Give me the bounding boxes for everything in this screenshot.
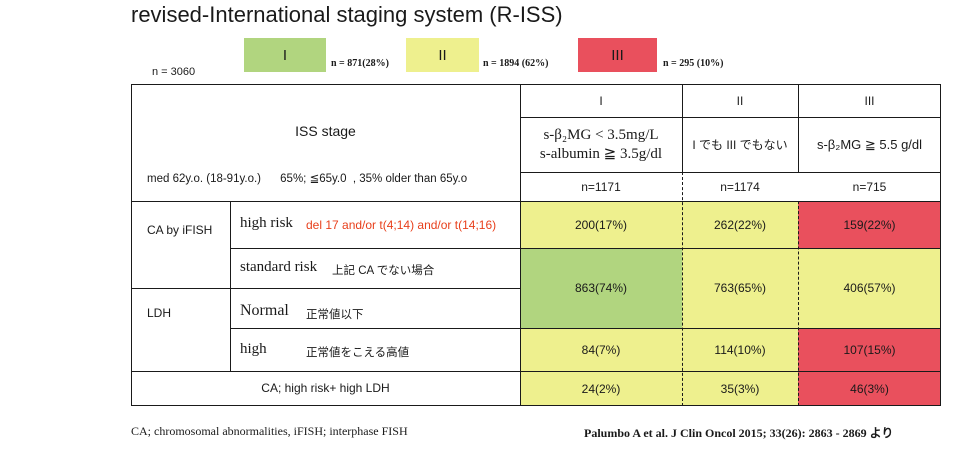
cell-combined-stage2: 35(3%) xyxy=(682,371,798,406)
high-risk-note: del 17 and/or t(4;14) and/or t(14;16) xyxy=(306,218,497,232)
table-border-left xyxy=(131,84,132,406)
legend-stage-3-count: n = 295 (10%) xyxy=(663,58,724,69)
stage-2-count-text: n=1174 xyxy=(720,179,760,194)
divider-stage2-stage3-header xyxy=(798,84,799,173)
stage-3-header-label: III xyxy=(864,93,875,108)
high-ldh-note: 正常値をこえる高値 xyxy=(306,347,410,359)
page-title: revised-International staging system (R-… xyxy=(131,2,563,27)
divider-header-criteria xyxy=(520,172,941,173)
divider-header-stages xyxy=(520,117,941,118)
value-high-ldh-stage2: 114(10%) xyxy=(714,342,766,357)
normal-ldh-label: Normal xyxy=(240,302,289,319)
cell-standard-normal-stage1: 863(74%) xyxy=(520,248,682,328)
standard-risk-note: 上記 CA でない場合 xyxy=(332,265,435,277)
iss-stage-label: ISS stage xyxy=(295,123,356,139)
value-high-ldh-stage3: 107(15%) xyxy=(843,342,896,357)
cell-combined-stage1: 24(2%) xyxy=(520,371,682,406)
dashed-divider-stage2-stage3 xyxy=(798,201,799,406)
divider-stage-column xyxy=(520,84,521,406)
legend-stage-2-box: II xyxy=(406,38,479,72)
cell-high-ldh-stage1: 84(7%) xyxy=(520,328,682,371)
stage-2-criteria-text: I でも III でもない xyxy=(692,138,788,152)
legend-stage-2-count: n = 1894 (62%) xyxy=(483,58,549,69)
value-high-risk-stage2: 262(22%) xyxy=(713,217,767,232)
ca-by-ifish-label: CA by iFISH xyxy=(147,223,213,237)
stage-3-count-text: n=715 xyxy=(852,179,887,194)
stage-3-count: n=715 xyxy=(798,172,941,201)
table-border-right xyxy=(940,84,941,406)
divider-label-column xyxy=(230,201,231,371)
stage-2-criteria: I でも III でもない xyxy=(682,117,798,172)
table-border-bottom xyxy=(131,405,941,406)
stage-2-count: n=1174 xyxy=(682,172,798,201)
cell-high-ldh-stage3: 107(15%) xyxy=(798,328,941,371)
stage-1-count: n=1171 xyxy=(520,172,682,201)
footer-citation: Palumbo A et al. J Clin Oncol 2015; 33(2… xyxy=(584,426,894,440)
divider-header-bottom xyxy=(131,201,941,202)
combined-row-label: CA; high risk+ high LDH xyxy=(261,381,390,395)
legend-stage-1-count: n = 871(28%) xyxy=(331,58,389,69)
standard-risk-label: standard risk xyxy=(240,259,318,275)
value-standard-normal-stage1: 863(74%) xyxy=(574,281,628,295)
value-combined-stage2: 35(3%) xyxy=(720,381,760,396)
dashed-divider-stage1-stage2 xyxy=(682,172,683,406)
table-border-top xyxy=(131,84,941,85)
high-ldh-label: high xyxy=(240,341,267,357)
stage-3-header: III xyxy=(798,84,941,117)
total-count: n = 3060 xyxy=(152,66,196,78)
cell-high-risk-stage3: 159(22%) xyxy=(798,201,941,248)
stage-3-criteria: s-β₂MG ≧ 5.5 g/dl xyxy=(798,117,941,172)
ldh-label: LDH xyxy=(147,306,172,320)
value-high-ldh-stage1: 84(7%) xyxy=(581,342,621,357)
value-standard-normal-stage2: 763(65%) xyxy=(713,281,767,295)
legend-stage-1-label: I xyxy=(282,46,288,64)
stage-1-criteria: s-β₂MG < 3.5mg/L s-albumin ≧ 3.5g/dl xyxy=(520,117,682,172)
value-combined-stage3: 46(3%) xyxy=(850,381,889,396)
divider-stage1-stage2-header xyxy=(682,84,683,173)
cell-high-risk-stage1: 200(17%) xyxy=(520,201,682,248)
normal-ldh-note: 正常値以下 xyxy=(306,309,364,321)
high-risk-label: high risk xyxy=(240,215,293,231)
value-combined-stage1: 24(2%) xyxy=(581,381,621,396)
stage-1-header: I xyxy=(520,84,682,117)
stage-2-header: II xyxy=(682,84,798,117)
stage-1-criteria-line2: s-albumin ≧ 3.5g/dl xyxy=(539,145,663,162)
stage-2-header-label: II xyxy=(736,93,744,108)
divider-standard-normal xyxy=(230,288,520,289)
divider-normal-high xyxy=(230,328,941,329)
divider-combined xyxy=(131,371,941,372)
divider-high-risk xyxy=(230,248,941,249)
value-standard-normal-stage3: 406(57%) xyxy=(843,281,896,295)
legend-stage-2-label: II xyxy=(438,46,447,64)
cell-combined-stage3: 46(3%) xyxy=(798,371,941,406)
cell-high-risk-stage2: 262(22%) xyxy=(682,201,798,248)
demographics-note: med 62y.o. (18-91y.o.) 65%; ≦65y.0 , 35%… xyxy=(147,173,468,185)
value-high-risk-stage3: 159(22%) xyxy=(843,217,896,232)
stage-1-criteria-line1: s-β₂MG < 3.5mg/L xyxy=(543,126,659,143)
stage-1-count-text: n=1171 xyxy=(581,179,621,194)
cell-high-ldh-stage2: 114(10%) xyxy=(682,328,798,371)
value-high-risk-stage1: 200(17%) xyxy=(574,217,628,232)
legend-stage-1-box: I xyxy=(244,38,326,72)
legend-stage-3-box: III xyxy=(578,38,657,72)
cell-standard-normal-stage3: 406(57%) xyxy=(798,248,941,328)
footer-abbreviations: CA; chromosomal abnormalities, iFISH; in… xyxy=(131,424,408,438)
divider-ca-ldh xyxy=(131,288,230,289)
legend-stage-3-label: III xyxy=(611,46,624,64)
stage-3-criteria-text: s-β₂MG ≧ 5.5 g/dl xyxy=(816,136,923,152)
stage-1-header-label: I xyxy=(599,93,603,108)
cell-standard-normal-stage2: 763(65%) xyxy=(682,248,798,328)
